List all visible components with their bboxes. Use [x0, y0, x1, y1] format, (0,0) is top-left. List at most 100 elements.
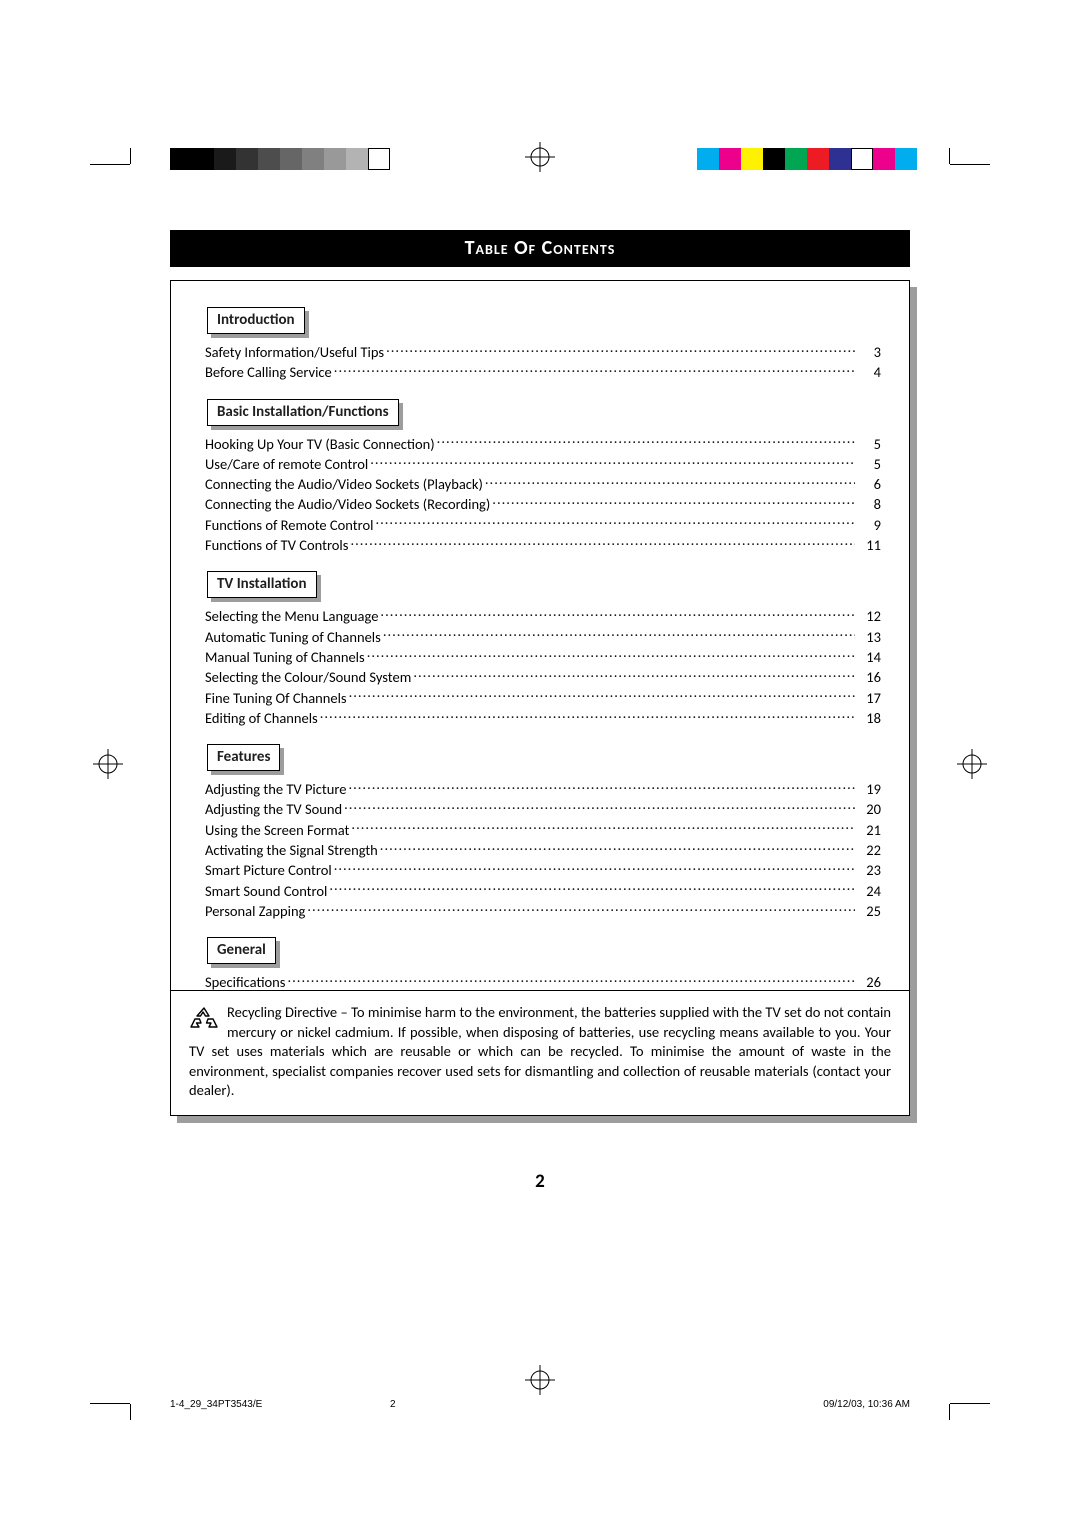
recycling-text: Recycling Directive – To minimise harm t… — [189, 1003, 891, 1101]
toc-leader-dots — [437, 434, 855, 449]
toc-section-list: Adjusting the TV Picture 19Adjusting the… — [205, 779, 881, 921]
toc-row: Functions of TV Controls 11 — [205, 535, 881, 555]
recycle-icon — [189, 1005, 219, 1035]
register-mark-icon — [525, 142, 555, 172]
toc-entry-label: Connecting the Audio/Video Sockets (Play… — [205, 474, 483, 494]
bottom-crop-area — [0, 1338, 1080, 1528]
top-crop-area — [0, 0, 1080, 190]
register-mark-icon — [957, 749, 987, 779]
toc-row: Activating the Signal Strength 22 — [205, 840, 881, 860]
toc-leader-dots — [375, 515, 855, 530]
section-heading: General — [207, 937, 276, 964]
toc-leader-dots — [348, 780, 855, 795]
toc-leader-dots — [287, 973, 855, 988]
toc-leader-dots — [307, 901, 855, 916]
page: Table Of Contents IntroductionSafety Inf… — [0, 0, 1080, 1528]
toc-entry-label: Functions of Remote Control — [205, 515, 373, 535]
toc-leader-dots — [386, 343, 855, 358]
toc-leader-dots — [380, 607, 855, 622]
toc-row: Smart Picture Control 23 — [205, 860, 881, 880]
toc-entry-label: Before Calling Service — [205, 362, 332, 382]
toc-row: Functions of Remote Control 9 — [205, 515, 881, 535]
toc-entry-label: Adjusting the TV Picture — [205, 779, 346, 799]
recycling-box: Recycling Directive – To minimise harm t… — [170, 990, 910, 1116]
toc-entry-page: 4 — [857, 362, 881, 382]
toc-row: Adjusting the TV Sound 20 — [205, 799, 881, 819]
toc-leader-dots — [320, 708, 855, 723]
toc-container: IntroductionSafety Information/Useful Ti… — [170, 280, 910, 1032]
toc-entry-page: 11 — [857, 535, 881, 555]
toc-entry-label: Adjusting the TV Sound — [205, 799, 342, 819]
toc-row: Hooking Up Your TV (Basic Connection) 5 — [205, 434, 881, 454]
toc-leader-dots — [349, 688, 855, 703]
toc-entry-page: 8 — [857, 494, 881, 514]
toc-row: Selecting the Menu Language 12 — [205, 606, 881, 626]
toc-entry-page: 18 — [857, 708, 881, 728]
crop-mark — [90, 1385, 160, 1420]
toc-entry-page: 21 — [857, 820, 881, 840]
toc-entry-page: 9 — [857, 515, 881, 535]
toc-entry-label: Activating the Signal Strength — [205, 840, 378, 860]
toc-row: Connecting the Audio/Video Sockets (Reco… — [205, 494, 881, 514]
toc-row: Connecting the Audio/Video Sockets (Play… — [205, 474, 881, 494]
toc-row: Selecting the Colour/Sound System 16 — [205, 667, 881, 687]
grayscale-color-bar — [170, 148, 390, 170]
toc-entry-page: 6 — [857, 474, 881, 494]
toc-entry-page: 16 — [857, 667, 881, 687]
process-color-bar — [697, 148, 917, 170]
toc-entry-label: Selecting the Menu Language — [205, 606, 378, 626]
toc-entry-page: 22 — [857, 840, 881, 860]
toc-leader-dots — [380, 841, 855, 856]
toc-entry-page: 17 — [857, 688, 881, 708]
toc-entry-page: 5 — [857, 434, 881, 454]
toc-entry-page: 20 — [857, 799, 881, 819]
footer-timestamp: 09/12/03, 10:36 AM — [823, 1399, 910, 1410]
crop-mark — [90, 148, 160, 183]
toc-entry-label: Connecting the Audio/Video Sockets (Reco… — [205, 494, 490, 514]
page-number: 2 — [535, 1170, 545, 1193]
toc-entry-page: 24 — [857, 881, 881, 901]
toc-entry-label: Personal Zapping — [205, 901, 305, 921]
toc-entry-label: Using the Screen Format — [205, 820, 349, 840]
toc-entry-label: Smart Sound Control — [205, 881, 327, 901]
toc-leader-dots — [334, 861, 855, 876]
toc-entry-page: 3 — [857, 342, 881, 362]
toc-entry-page: 19 — [857, 779, 881, 799]
toc-leader-dots — [383, 627, 855, 642]
toc-leader-dots — [367, 647, 855, 662]
toc-leader-dots — [492, 495, 855, 510]
footer-file-id: 1-4_29_34PT3543/E — [170, 1399, 262, 1410]
toc-entry-label: Smart Picture Control — [205, 860, 332, 880]
toc-entry-page: 5 — [857, 454, 881, 474]
toc-leader-dots — [351, 820, 855, 835]
toc-entry-label: Hooking Up Your TV (Basic Connection) — [205, 434, 435, 454]
recycling-container: Recycling Directive – To minimise harm t… — [170, 990, 910, 1116]
footer-page: 2 — [390, 1399, 396, 1410]
toc-row: Smart Sound Control 24 — [205, 881, 881, 901]
toc-section-list: Hooking Up Your TV (Basic Connection) 5U… — [205, 434, 881, 556]
toc-leader-dots — [350, 536, 855, 551]
toc-entry-label: Use/Care of remote Control — [205, 454, 368, 474]
toc-row: Editing of Channels 18 — [205, 708, 881, 728]
register-mark-icon — [93, 749, 123, 779]
section-heading: Introduction — [207, 307, 305, 334]
toc-row: Manual Tuning of Channels 14 — [205, 647, 881, 667]
toc-entry-label: Fine Tuning Of Channels — [205, 688, 347, 708]
section-heading: Basic Installation/Functions — [207, 399, 399, 426]
toc-row: Adjusting the TV Picture 19 — [205, 779, 881, 799]
toc-row: Before Calling Service 4 — [205, 362, 881, 382]
toc-leader-dots — [413, 668, 855, 683]
toc-entry-page: 25 — [857, 901, 881, 921]
toc-leader-dots — [334, 363, 855, 378]
toc-leader-dots — [485, 475, 855, 490]
toc-entry-page: 23 — [857, 860, 881, 880]
toc-row: Personal Zapping 25 — [205, 901, 881, 921]
toc-leader-dots — [344, 800, 855, 815]
toc-entry-label: Editing of Channels — [205, 708, 318, 728]
crop-mark — [920, 1385, 990, 1420]
crop-mark — [920, 148, 990, 183]
toc-entry-label: Manual Tuning of Channels — [205, 647, 365, 667]
toc-leader-dots — [329, 881, 855, 896]
toc-row: Fine Tuning Of Channels 17 — [205, 688, 881, 708]
toc-entry-page: 13 — [857, 627, 881, 647]
